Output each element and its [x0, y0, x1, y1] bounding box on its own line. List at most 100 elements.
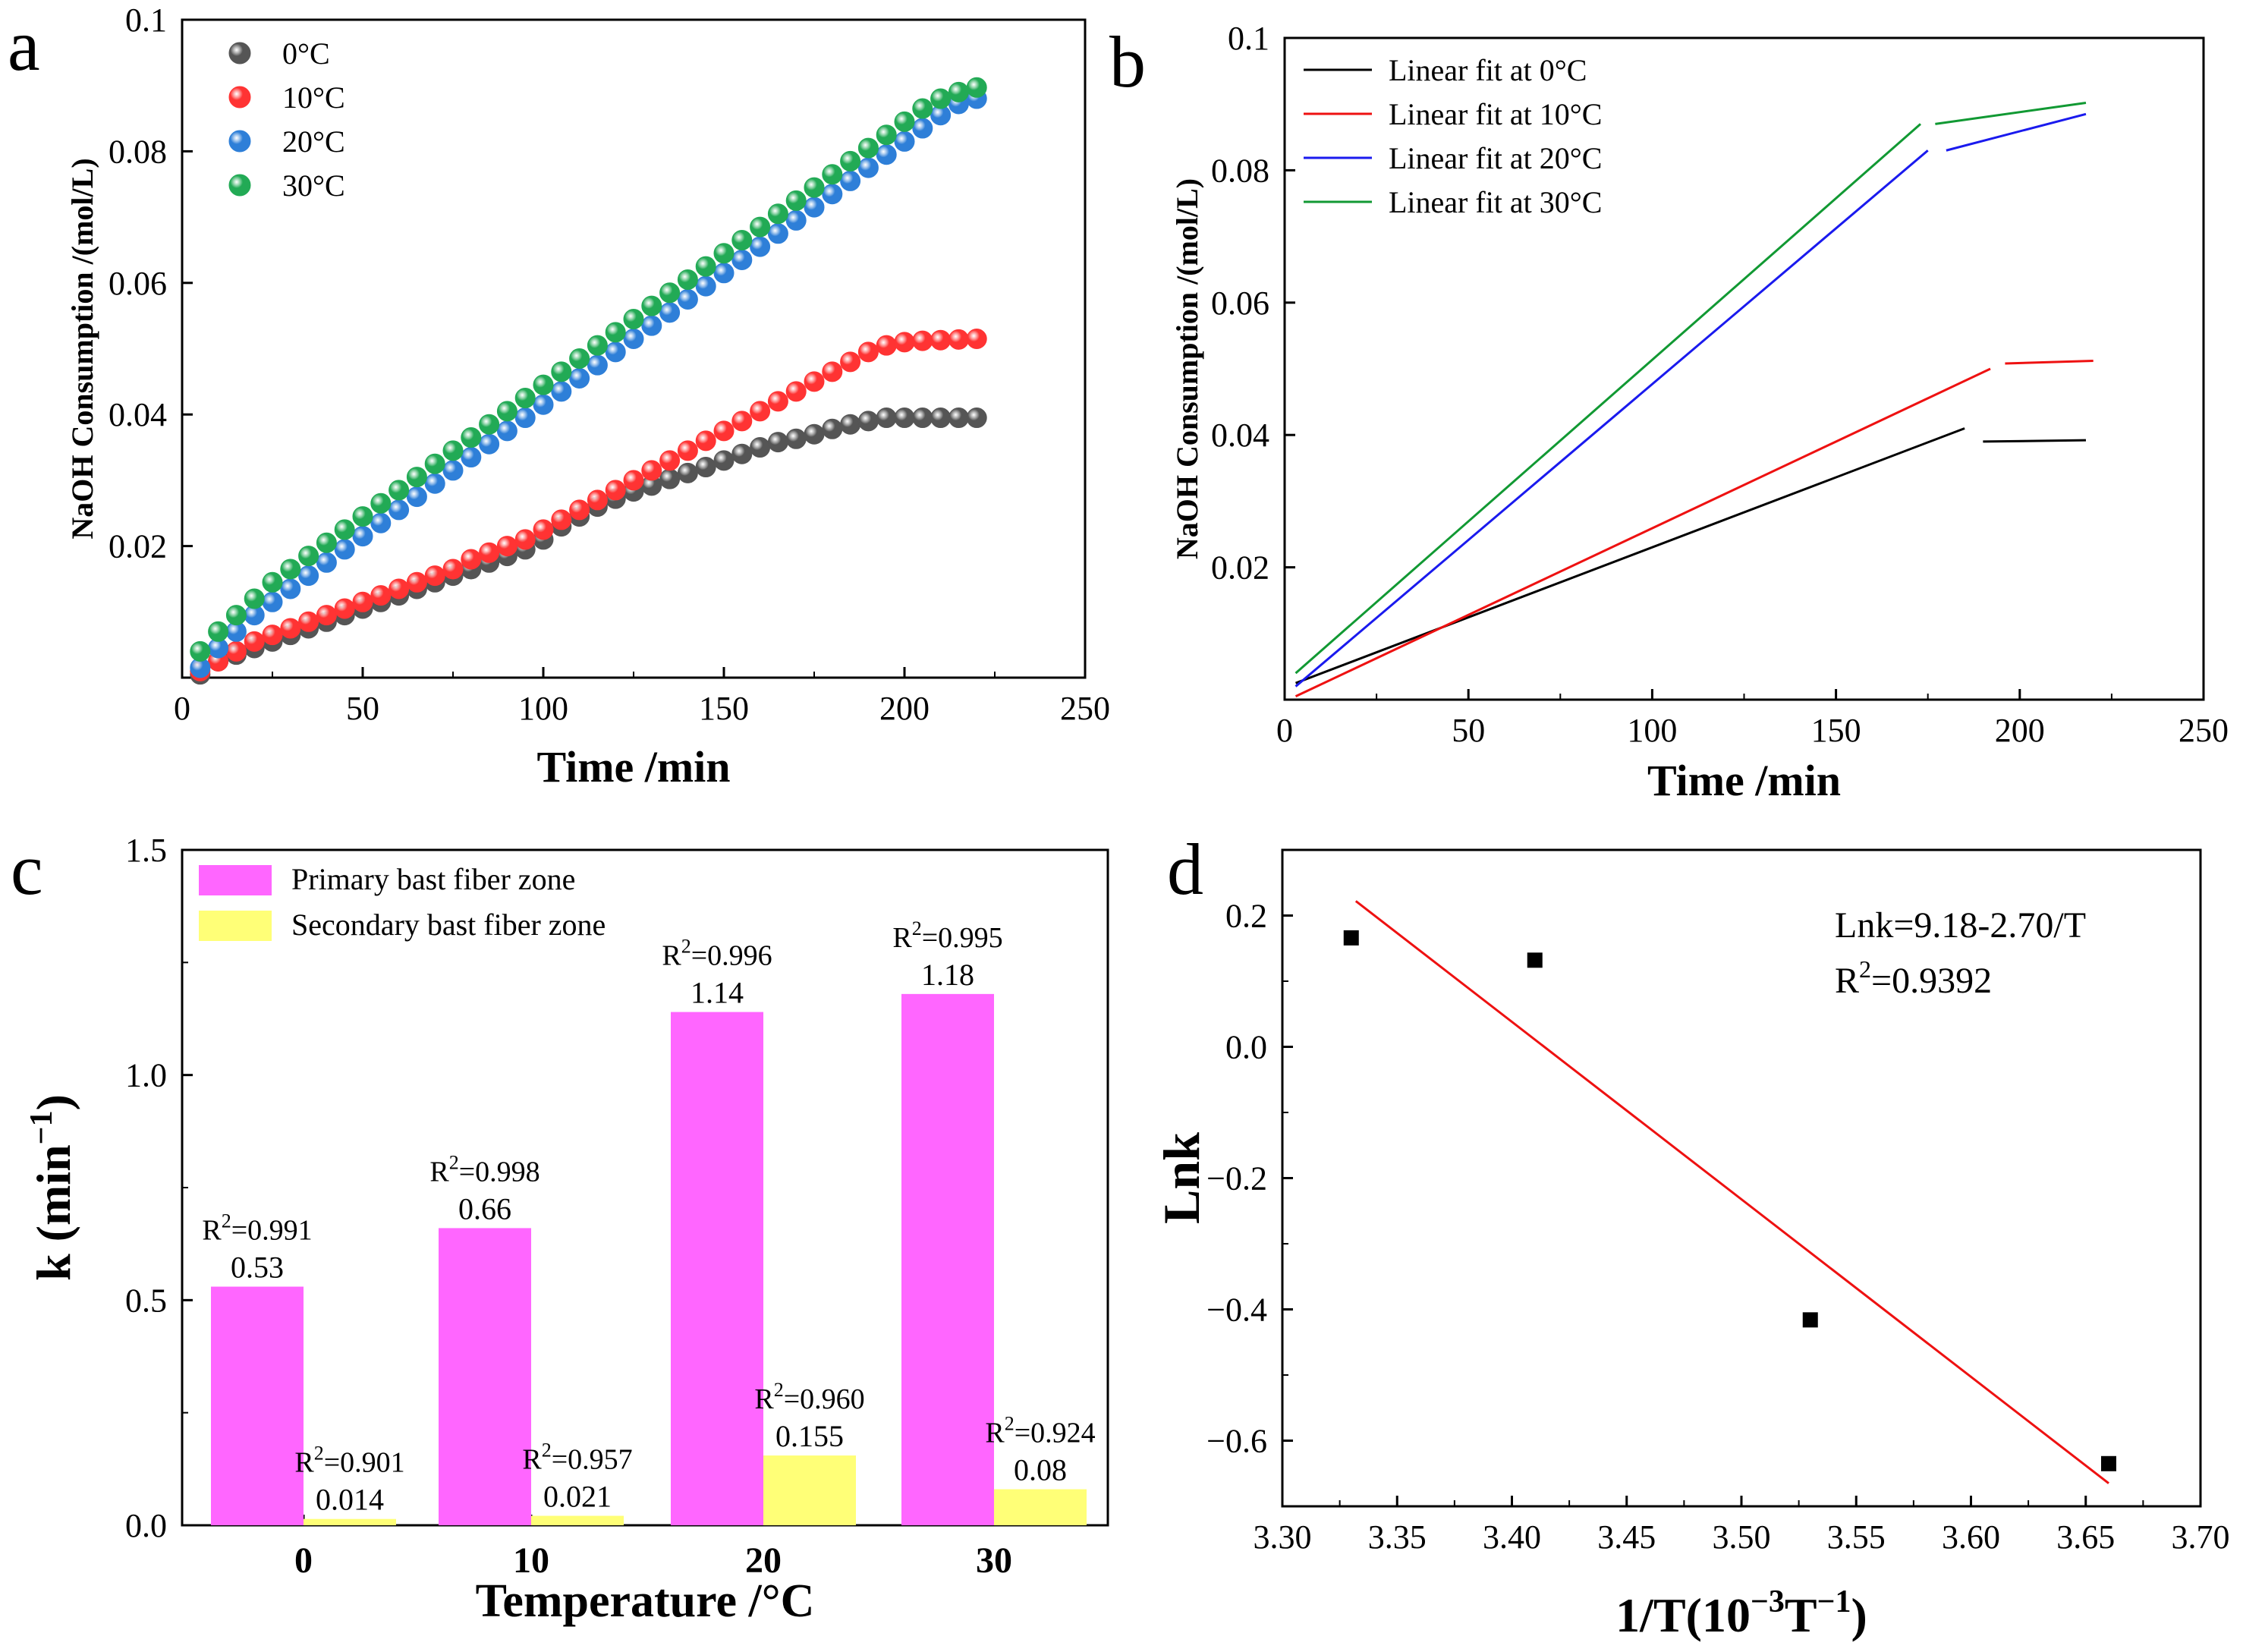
a-data-point	[406, 571, 427, 593]
b-legend-label: Linear fit at 30°C	[1389, 185, 1602, 219]
a-data-point	[533, 394, 554, 415]
a-data-point	[677, 288, 698, 310]
c-r2-label: R2=0.957	[522, 1440, 632, 1476]
c-r2-label: R2=0.960	[754, 1379, 864, 1415]
a-data-point	[840, 150, 861, 171]
b-fit-line-1	[2005, 360, 2094, 365]
c-bar-value-label: 1.18	[921, 958, 974, 992]
a-data-point	[551, 509, 572, 530]
b-y-axis-title: NaOH Consumption /(mol/L)	[1170, 178, 1204, 559]
a-data-point	[677, 462, 698, 483]
a-data-point	[713, 263, 735, 284]
c-y-tick-label: 0.0	[125, 1507, 167, 1544]
c-bar-value-label: 0.66	[458, 1191, 511, 1226]
a-data-point	[767, 203, 788, 225]
d-x-tick-label: 3.35	[1368, 1518, 1427, 1556]
a-data-point	[496, 536, 517, 557]
d-x-tick-label: 3.40	[1483, 1518, 1541, 1556]
a-legend-label: 30°C	[282, 168, 345, 203]
a-data-point	[785, 190, 807, 211]
a-data-point	[623, 308, 644, 329]
a-data-point	[857, 137, 879, 159]
a-data-point	[496, 401, 517, 422]
a-data-point	[533, 519, 554, 540]
c-legend-swatch	[199, 911, 272, 941]
c-bar-secondary	[304, 1518, 396, 1525]
c-bar-value-label: 0.08	[1014, 1453, 1067, 1487]
c-r2-label: R2=0.996	[662, 936, 772, 972]
a-data-point	[785, 428, 807, 449]
a-x-tick-label: 50	[346, 690, 379, 727]
a-data-point	[514, 407, 536, 429]
a-panel-label: a	[8, 5, 40, 86]
b-x-tick-label: 100	[1627, 712, 1677, 749]
a-data-point	[569, 368, 590, 389]
a-data-point	[587, 335, 608, 356]
a-data-point	[244, 631, 265, 652]
d-x-tick-label: 3.30	[1254, 1518, 1312, 1556]
a-data-point	[840, 351, 861, 373]
a-data-point	[262, 571, 283, 593]
b-x-tick-label: 200	[1995, 712, 2045, 749]
a-data-point	[966, 77, 987, 98]
a-data-point	[930, 407, 952, 429]
a-data-point	[948, 81, 969, 102]
a-data-point	[876, 407, 897, 429]
c-x-tick-label: 30	[976, 1540, 1012, 1581]
a-data-point	[461, 549, 482, 570]
a-data-point	[713, 420, 735, 442]
c-r2-label: R2=0.901	[294, 1443, 404, 1479]
b-fit-line-2	[1946, 112, 2087, 152]
a-data-point	[677, 269, 698, 290]
d-fit-line	[1354, 900, 2109, 1484]
a-data-point	[496, 420, 517, 442]
c-bar-value-label: 0.014	[316, 1483, 384, 1517]
a-data-point	[804, 371, 825, 392]
b-y-tick-label: 0.08	[1211, 152, 1269, 189]
a-data-point	[695, 256, 716, 277]
a-data-point	[334, 539, 355, 560]
b-x-tick-label: 50	[1452, 712, 1485, 749]
a-series-2	[190, 88, 987, 678]
a-data-point	[280, 578, 301, 599]
a-data-point	[479, 542, 500, 563]
b-fit-line-3	[1295, 123, 1922, 675]
a-data-point	[514, 529, 536, 550]
a-data-point	[731, 443, 753, 464]
c-x-axis-title: Temperature /°C	[476, 1575, 815, 1627]
a-x-tick-label: 250	[1060, 690, 1110, 727]
b-y-tick-label: 0.1	[1228, 20, 1269, 57]
a-data-point	[190, 640, 211, 662]
b-panel-label: b	[1109, 21, 1146, 102]
a-data-point	[966, 407, 987, 429]
a-data-point	[912, 98, 933, 119]
a-data-point	[731, 229, 753, 250]
a-data-point	[569, 348, 590, 370]
a-data-point	[280, 559, 301, 580]
a-data-point	[208, 621, 229, 642]
a-data-point	[948, 407, 969, 429]
a-data-point	[804, 177, 825, 198]
a-data-point	[389, 480, 410, 501]
a-data-point	[316, 552, 337, 573]
a-data-point	[461, 427, 482, 448]
a-data-point	[244, 588, 265, 609]
a-data-point	[479, 414, 500, 435]
c-bar-secondary	[763, 1455, 856, 1525]
a-legend-marker	[228, 42, 251, 65]
a-data-point	[298, 565, 319, 587]
a-data-point	[822, 164, 843, 185]
d-plot-frame	[1281, 848, 2202, 1508]
b-y-tick-label: 0.06	[1211, 285, 1269, 322]
b-legend-label: Linear fit at 10°C	[1389, 97, 1602, 131]
d-x-tick-label: 3.45	[1597, 1518, 1656, 1556]
a-data-point	[840, 170, 861, 191]
a-x-tick-label: 100	[518, 690, 568, 727]
a-data-point	[352, 526, 373, 547]
a-data-point	[533, 374, 554, 395]
a-data-point	[894, 111, 915, 132]
d-x-tick-label: 3.60	[1942, 1518, 2000, 1556]
a-series-1	[190, 328, 987, 681]
a-data-point	[352, 591, 373, 612]
d-y-axis-title: Lnk	[1153, 1132, 1210, 1224]
